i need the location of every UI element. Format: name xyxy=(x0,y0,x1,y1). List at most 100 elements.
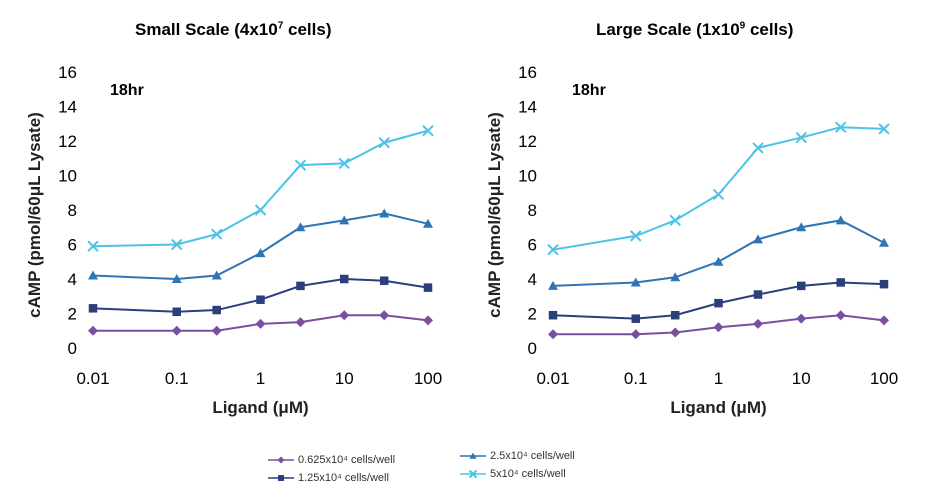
data-point xyxy=(712,188,725,201)
legend-item: 2.5x10⁴ cells/well xyxy=(460,450,575,462)
y-tick-label: 4 xyxy=(528,270,537,289)
data-point xyxy=(630,329,641,340)
marker-stroke xyxy=(878,123,890,135)
series-line xyxy=(92,212,429,281)
y-tick-label: 10 xyxy=(518,167,537,186)
data-point xyxy=(713,322,724,333)
data-point xyxy=(752,234,763,244)
legend-label: 0.625x10⁴ cells/well xyxy=(298,454,396,466)
marker-stroke xyxy=(294,159,307,171)
series-x xyxy=(547,121,890,256)
data-point xyxy=(797,281,806,291)
data-point xyxy=(879,237,889,247)
data-point xyxy=(878,123,890,135)
y-tick-label: 2 xyxy=(68,305,77,324)
data-point xyxy=(379,276,389,285)
x-tick-label: 1 xyxy=(714,369,723,388)
data-point xyxy=(87,240,99,252)
y-tick-label: 4 xyxy=(68,270,77,289)
data-point xyxy=(211,325,222,336)
data-point xyxy=(171,238,183,251)
series-line xyxy=(552,126,885,251)
data-point xyxy=(836,278,845,287)
data-point xyxy=(295,317,306,328)
data-point xyxy=(338,157,350,170)
legend-marker xyxy=(277,456,285,464)
time-annotation: 18hr xyxy=(572,82,606,99)
right-chart-title: Large Scale (1x109 cells) xyxy=(596,20,794,39)
x-tick-label: 100 xyxy=(414,369,442,388)
x-tick-label: 100 xyxy=(870,369,898,388)
series-diamond xyxy=(88,310,433,336)
data-point xyxy=(879,279,889,289)
data-point xyxy=(670,327,681,338)
x-tick-label: 0.01 xyxy=(76,369,109,388)
marker-stroke xyxy=(835,121,847,133)
marker-stroke xyxy=(171,238,183,251)
data-point xyxy=(548,310,558,320)
data-point xyxy=(669,214,681,227)
data-point xyxy=(422,124,434,137)
data-point xyxy=(752,142,764,154)
legend-swatch-x xyxy=(460,469,486,479)
marker-stroke xyxy=(712,188,725,201)
legend-swatch-diamond xyxy=(268,456,294,464)
left-chart: 0 2 4 6 8 10 12 14 16 0.01 0.1 1 10 100 Ligand (μM) cAM… xyxy=(25,63,442,417)
series-line xyxy=(552,281,885,320)
y-tick-label: 12 xyxy=(518,132,537,151)
legend-swatch-triangle xyxy=(460,452,486,459)
data-point xyxy=(670,272,681,282)
marker-stroke xyxy=(338,157,350,170)
legend-label: 5x10⁴ cells/well xyxy=(490,468,566,480)
data-point xyxy=(255,248,266,258)
series-x xyxy=(87,124,434,252)
data-point xyxy=(796,222,807,232)
data-point xyxy=(423,315,433,326)
series-line xyxy=(552,219,885,287)
data-point xyxy=(294,159,307,171)
x-tick-label: 0.1 xyxy=(624,369,648,388)
series-diamond xyxy=(548,310,889,340)
x-tick-label: 0.1 xyxy=(165,369,189,388)
legend-marker xyxy=(278,475,284,481)
legend-item: 1.25x10⁴ cells/well xyxy=(268,472,389,484)
data-point xyxy=(212,305,221,315)
marker-stroke xyxy=(378,137,390,149)
data-point xyxy=(835,121,847,133)
y-tick-label: 8 xyxy=(528,201,537,220)
marker-stroke xyxy=(795,131,807,144)
data-point xyxy=(256,295,265,304)
left-chart-title: Small Scale (4x107 cells) xyxy=(135,20,332,39)
data-point xyxy=(796,313,807,324)
data-point xyxy=(670,310,680,320)
marker-stroke xyxy=(87,240,99,252)
data-point xyxy=(714,298,723,308)
series-line xyxy=(553,314,885,336)
data-point xyxy=(340,274,349,284)
y-tick-label: 0 xyxy=(528,339,537,358)
data-point xyxy=(211,228,223,240)
data-point xyxy=(88,304,98,313)
data-point xyxy=(88,325,98,336)
legend-item: 5x10⁴ cells/well xyxy=(460,468,566,480)
data-point xyxy=(88,270,98,280)
data-point xyxy=(378,137,390,149)
data-point xyxy=(172,307,181,317)
marker-stroke xyxy=(422,124,434,137)
y-tick-label: 6 xyxy=(68,236,77,255)
marker-stroke xyxy=(752,142,764,154)
y-tick-label: 10 xyxy=(58,167,77,186)
x-axis-title: Ligand (μM) xyxy=(670,398,766,417)
data-point xyxy=(753,290,763,299)
marker-stroke xyxy=(669,214,681,227)
series-triangle xyxy=(88,208,433,283)
series-line xyxy=(93,314,429,332)
data-point xyxy=(423,218,433,228)
series-line xyxy=(92,129,429,248)
y-tick-label: 0 xyxy=(68,339,77,358)
data-point xyxy=(630,230,642,242)
data-point xyxy=(630,277,641,287)
data-point xyxy=(548,280,558,290)
y-tick-label: 16 xyxy=(58,63,77,82)
